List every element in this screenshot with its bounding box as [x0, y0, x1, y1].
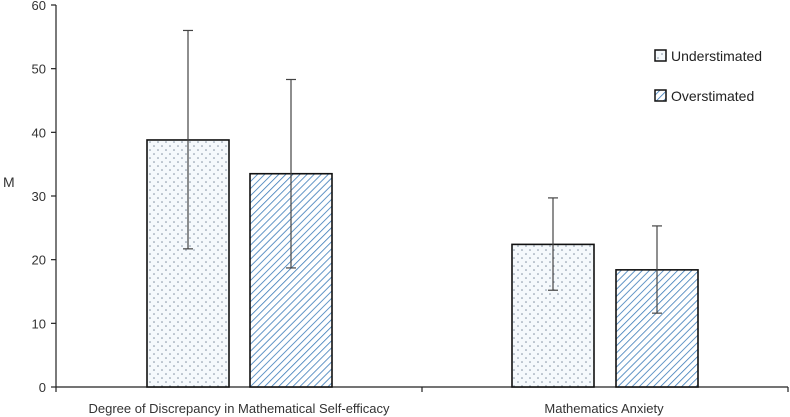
error-bars-group	[183, 29, 662, 314]
y-tick-label-0: 0	[39, 380, 46, 395]
category-label-0: Degree of Discrepancy in Mathematical Se…	[88, 401, 390, 416]
y-tick-label-40: 40	[32, 125, 46, 140]
y-tick-label-20: 20	[32, 253, 46, 268]
y-tick-label-10: 10	[32, 316, 46, 331]
legend-swatch-understimated	[654, 49, 667, 62]
y-tick-label-30: 30	[32, 189, 46, 204]
legend: Understimated Overstimated	[654, 48, 762, 104]
legend-label-understimated: Understimated	[671, 48, 762, 64]
y-axis-label: M	[3, 174, 15, 190]
category-label-1: Mathematics Anxiety	[544, 401, 664, 416]
legend-swatch-overstimated	[654, 89, 667, 102]
legend-label-overstimated: Overstimated	[671, 88, 754, 104]
y-tick-label-60: 60	[32, 0, 46, 13]
bars-group	[146, 139, 699, 388]
x-ticks-group	[55, 387, 789, 392]
y-tick-label-50: 50	[32, 62, 46, 77]
y-ticks-group: 0 10 20 30 40 50 60	[32, 0, 56, 395]
